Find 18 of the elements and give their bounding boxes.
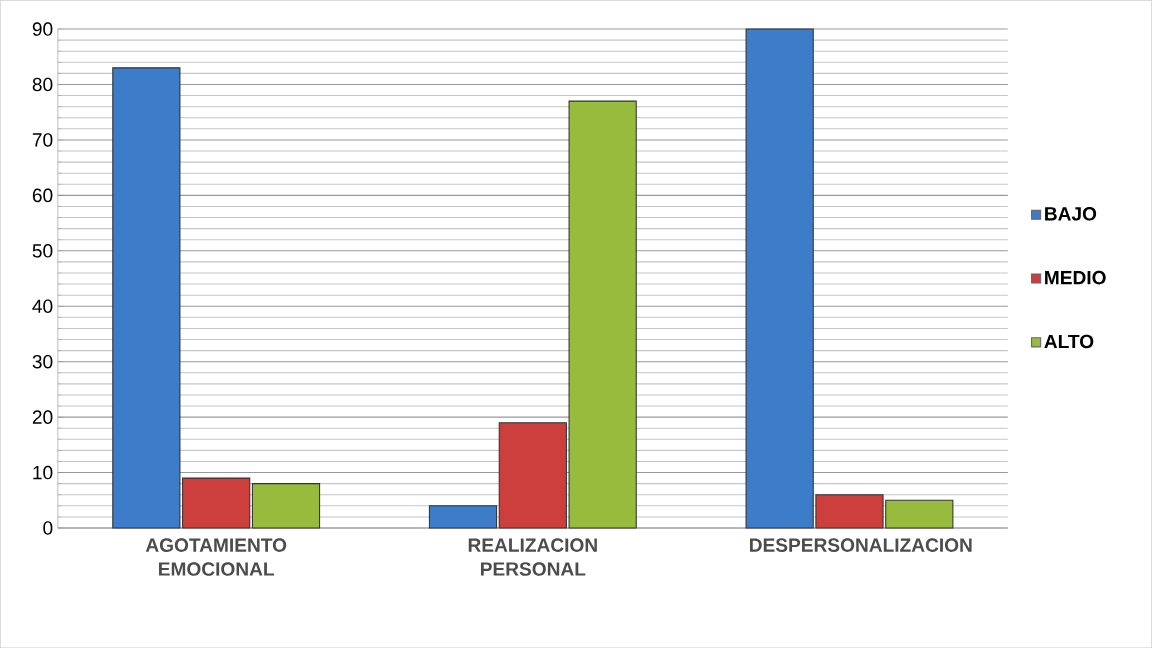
y-tick-label: 60 bbox=[32, 188, 53, 203]
y-tick-label: 0 bbox=[43, 521, 53, 535]
x-tick-label: REALIZACION PERSONAL bbox=[468, 538, 597, 576]
legend-label: ALTO bbox=[1044, 334, 1094, 349]
legend-label: BAJO bbox=[1045, 206, 1097, 221]
y-tick-label: 70 bbox=[32, 133, 53, 147]
y-tick-label: 30 bbox=[32, 354, 53, 369]
bar bbox=[428, 505, 498, 529]
legend-label: MEDIO bbox=[1045, 270, 1106, 285]
y-tick-label: 20 bbox=[32, 410, 53, 424]
y-tick-label: 10 bbox=[33, 465, 53, 480]
x-tick-label: AGOTAMIENTO EMOCIONAL bbox=[145, 538, 287, 576]
y-tick-label: 80 bbox=[32, 77, 53, 92]
y-tick-label: 90 bbox=[32, 22, 53, 36]
bar bbox=[251, 483, 321, 529]
x-tick-label: DESPERSONALIZACION bbox=[749, 538, 972, 552]
y-tick-label: 40 bbox=[32, 299, 53, 313]
y-tick-label: 50 bbox=[32, 243, 53, 258]
